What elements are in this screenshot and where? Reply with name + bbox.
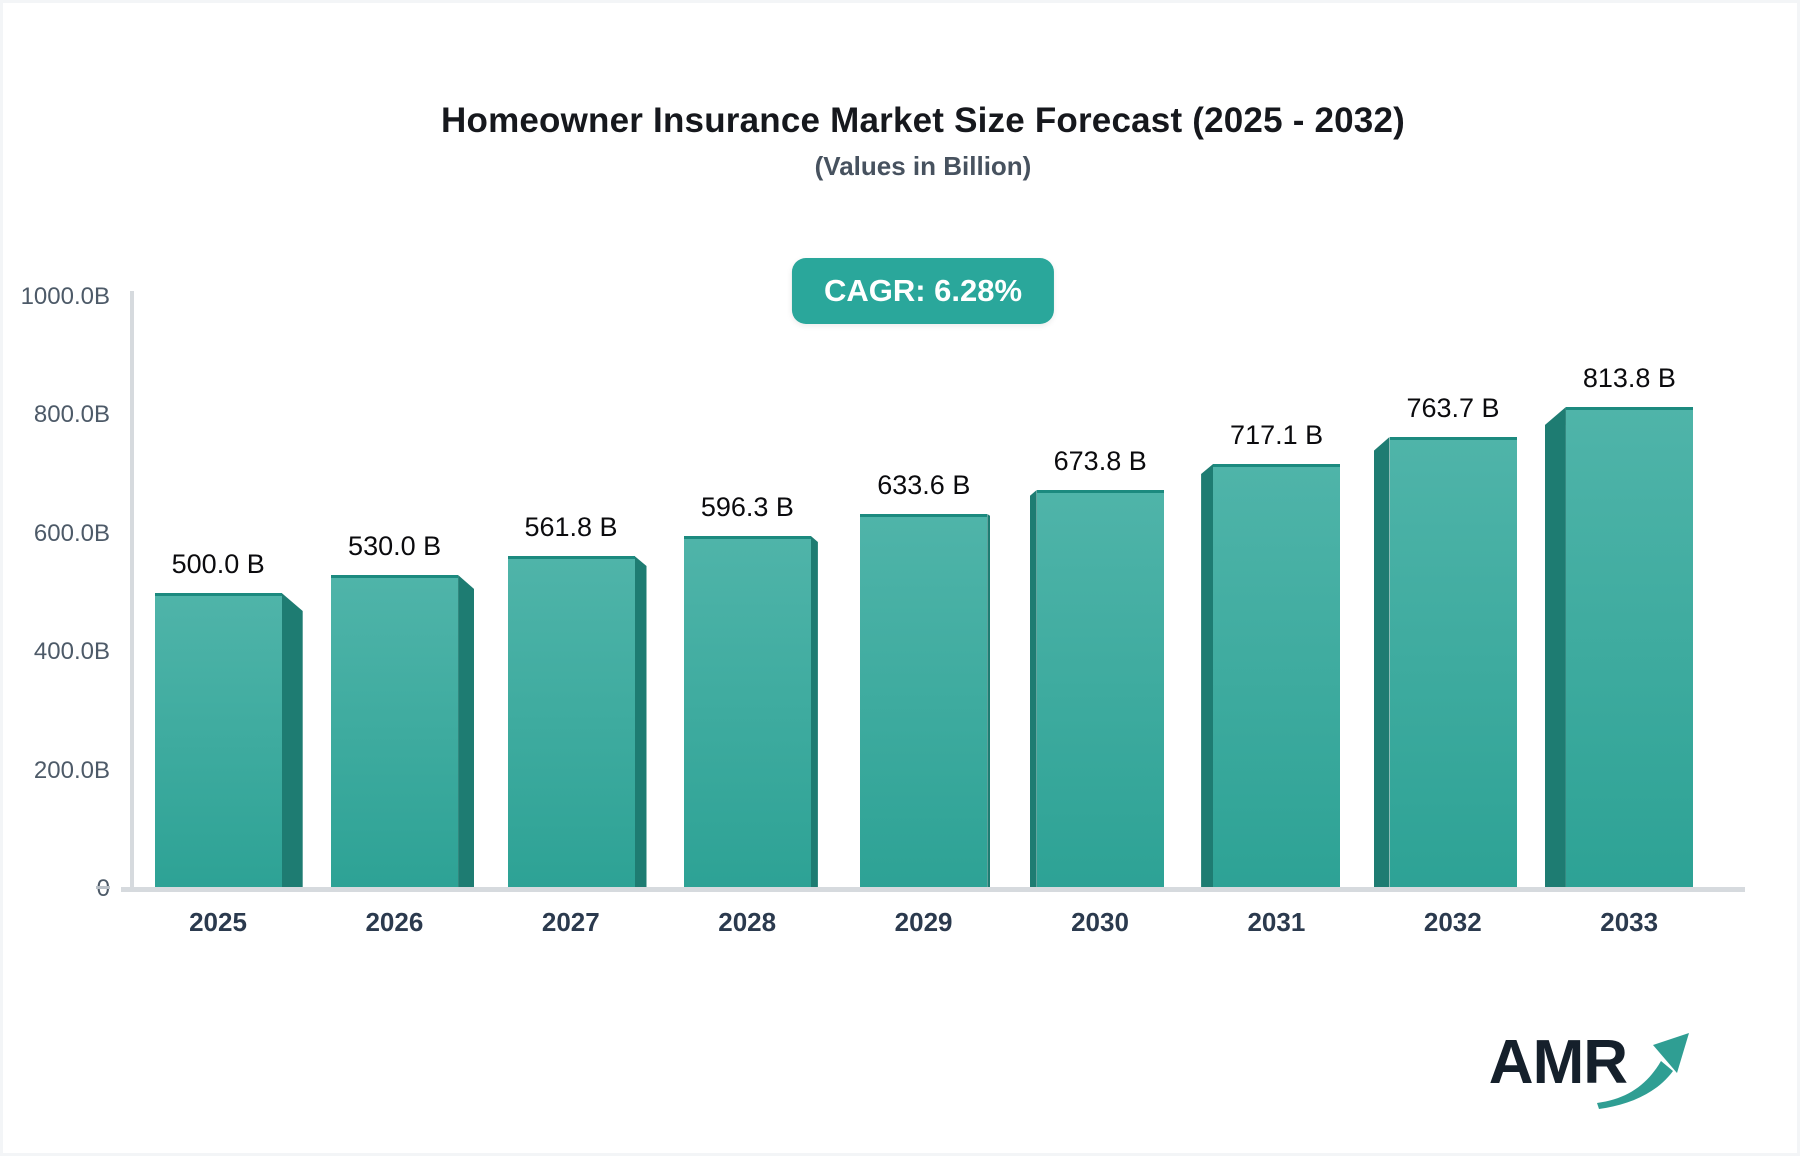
bar-2031 [1213, 464, 1341, 889]
bar-2027 [507, 556, 635, 889]
bar-2029 [860, 514, 988, 889]
bar-value-label: 596.3 B [700, 492, 794, 522]
bar-value-label: 633.6 B [877, 470, 971, 500]
bar-side-2028 [810, 536, 818, 889]
bar-chart: 1000.0B 800.0B 600.0B 400.0B 200.0B 0 500.0 B 2… [3, 3, 1797, 1153]
amr-logo: AMR [1488, 1028, 1697, 1111]
bar-side-2033 [1544, 407, 1566, 889]
x-axis-label-2028: 2028 [718, 907, 777, 937]
bar-2025 [154, 593, 282, 889]
bar-side-2027 [634, 556, 647, 889]
bar-value-label: 561.8 B [524, 512, 618, 542]
bar-value-label: 813.8 B [1582, 363, 1676, 393]
chart-subtitle: (Values in Billion) [814, 151, 1032, 181]
y-axis-label: 1000.0B [20, 283, 110, 310]
bar-2030 [1036, 490, 1164, 889]
bar-2026 [331, 575, 459, 889]
bar-side-2029 [987, 514, 991, 889]
x-axis-line [121, 887, 1745, 892]
y-axis-label: 400.0B [33, 638, 110, 666]
x-axis-label-2025: 2025 [189, 907, 247, 937]
cagr-badge: CAGR: 6.28% [791, 258, 1055, 324]
bar-side-2032 [1373, 437, 1390, 889]
chart-title: Homeowner Insurance Market Size Forecast… [441, 101, 1405, 140]
bar-side-2031 [1201, 464, 1214, 889]
bar-side-2025 [281, 593, 303, 889]
bar-value-label: 500.0 B [171, 549, 265, 579]
y-axis-label: 0 [3, 874, 110, 904]
x-axis-label-2032: 2032 [1423, 907, 1482, 937]
bar-value-label: 530.0 B [348, 531, 442, 561]
amr-logo-text: AMR [1488, 1028, 1628, 1097]
x-axis-label-2031: 2031 [1247, 907, 1306, 937]
bar-2033 [1565, 407, 1693, 889]
bar-2028 [683, 536, 811, 889]
bar-2032 [1389, 437, 1517, 889]
bar-value-label: 763.7 B [1406, 393, 1500, 423]
bar-side-2026 [458, 575, 475, 889]
bar-side-2030 [1029, 490, 1037, 889]
bar-value-label: 717.1 B [1230, 420, 1324, 450]
y-axis-label: 800.0B [33, 401, 110, 429]
x-axis-label-2033: 2033 [1600, 907, 1659, 937]
y-axis-label: 600.0B [33, 519, 110, 547]
x-axis-label-2030: 2030 [1071, 907, 1129, 937]
zero-tick-mark [96, 886, 110, 889]
growth-arrow-icon [1597, 1033, 1689, 1109]
y-axis-label: 200.0B [33, 756, 110, 784]
x-axis-label-2026: 2026 [365, 907, 424, 937]
x-axis-label-2029: 2029 [894, 907, 953, 937]
bar-value-label: 673.8 B [1053, 446, 1147, 476]
y-axis-line [130, 291, 134, 889]
x-axis-label-2027: 2027 [541, 907, 600, 937]
